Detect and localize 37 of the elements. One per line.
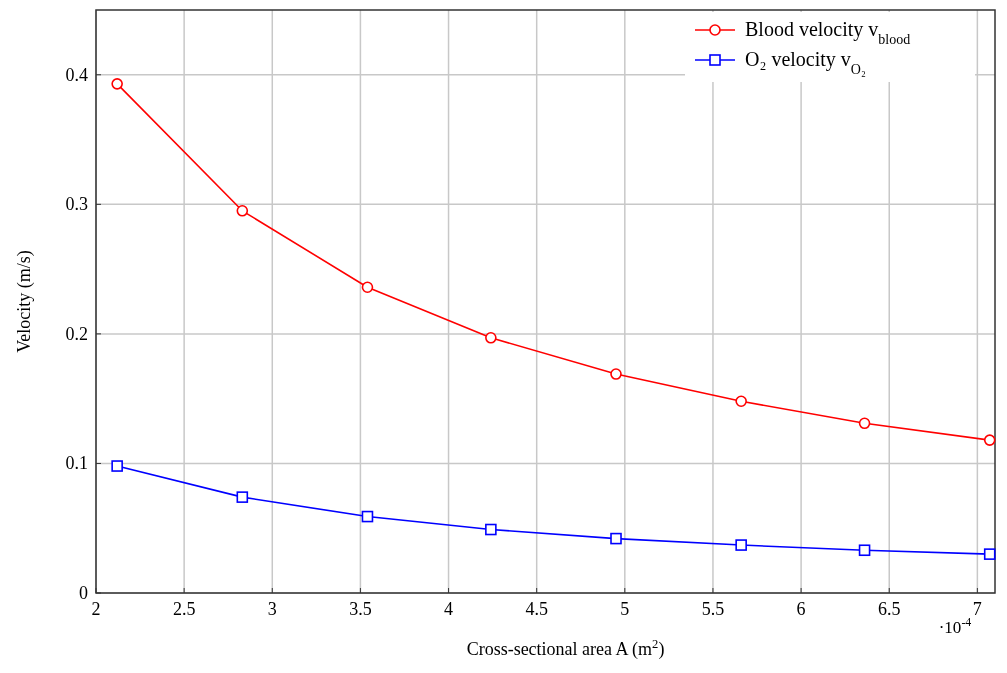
x-tick-label: 6 [796, 599, 806, 619]
point [111, 78, 123, 90]
x-tick-label: 3 [267, 599, 277, 619]
point [735, 539, 747, 551]
y-tick-label: 0.4 [65, 64, 88, 85]
point [983, 434, 996, 446]
x-tick-label: 4 [444, 599, 454, 619]
y-tick-label: 0.1 [65, 453, 88, 474]
x-tick-label: 3.5 [349, 599, 372, 619]
x-axis-title: Cross-sectional area A (m$^{2}$) [466, 637, 665, 660]
legend-label: O₂ velocity v$_{O₂}$ [745, 48, 866, 77]
point [361, 281, 374, 294]
x-tick-label: 5 [620, 599, 630, 619]
point [236, 205, 249, 217]
point [858, 544, 871, 557]
point [610, 532, 622, 545]
point [610, 368, 622, 380]
x-tick-label: 2 [91, 599, 101, 619]
point [485, 331, 497, 344]
x-tick-label: 5.5 [701, 599, 725, 619]
x-tick-label: 6.5 [877, 599, 901, 619]
x-tick-label: 7 [972, 599, 982, 619]
point [983, 548, 996, 560]
point [361, 510, 374, 523]
x-tick-label: 4.5 [525, 599, 548, 619]
y-axis-title: Velocity (m/s) [14, 250, 35, 353]
y-tick-label: 0 [79, 583, 88, 603]
point [485, 523, 497, 536]
text: ·10$^{-4}$ [938, 615, 972, 637]
point [858, 417, 871, 430]
point [236, 491, 249, 503]
y-tick-label: 0.2 [65, 323, 88, 344]
legend-label: Blood velocity v$_{blood}$ [745, 18, 911, 47]
x-tick-label: 2.5 [172, 599, 196, 619]
point [735, 395, 747, 408]
y-tick-label: 0.3 [65, 194, 88, 215]
point [111, 460, 123, 472]
